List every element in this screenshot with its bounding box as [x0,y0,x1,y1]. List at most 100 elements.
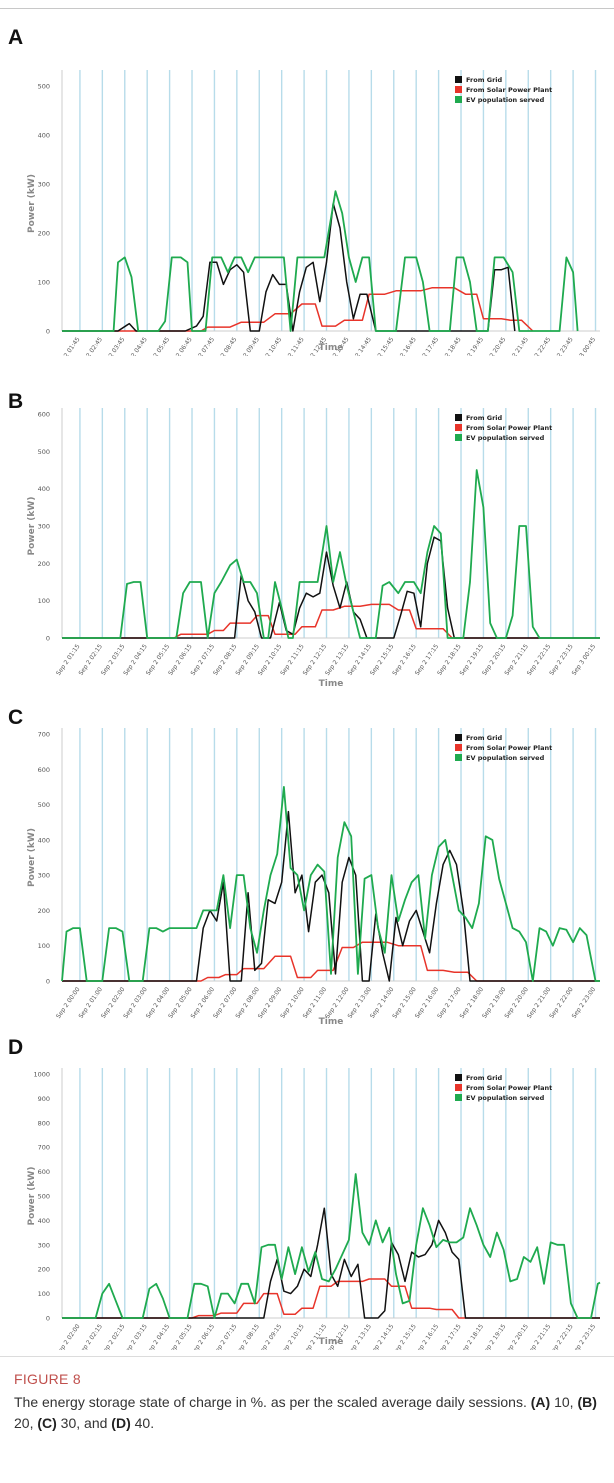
legend-swatch-ev [455,754,462,761]
y-tick-label: 0 [46,1315,50,1323]
y-tick-label: 0 [46,635,50,643]
x-tick-label: Sep 2 10:15 [279,1323,306,1350]
panel-letter: B [8,390,24,413]
caption-tag-a: (A) [530,1394,551,1410]
y-tick-label: 0 [46,328,50,336]
legend-swatch-grid [455,414,462,421]
caption-value-a: 10, [550,1394,578,1410]
series-line-ev [62,190,579,332]
y-tick-label: 200 [38,229,50,237]
chart-panel-a: A Sep 2 01:45 Sep 2 02:45 Sep 2 03:45 Sep 2 … [0,18,614,356]
x-tick-label: Sep 2 07:15 [212,1323,239,1350]
x-tick-label: Sep 2 07:45 [190,336,217,356]
legend-label: From Grid [466,414,503,422]
x-tick-label: Sep 2 21:45 [503,336,530,356]
y-tick-label: 900 [38,1095,50,1103]
legend-label: From Solar Power Plant [466,86,552,94]
x-tick-label: Sep 2 16:45 [391,336,418,356]
x-tick-label: Sep 2 23:45 [548,336,575,356]
legend-swatch-ev [455,1094,462,1101]
legend-label: From Grid [466,734,503,742]
x-tick-label: Sep 2 22:45 [526,336,553,356]
x-tick-label: Sep 2 08:15 [234,1323,261,1350]
x-tick-label: Sep 3 00:15 [571,643,598,677]
x-tick-label: Sep 2 23:00 [571,986,598,1020]
y-tick-label: 400 [38,131,50,139]
y-tick-label: 300 [38,1241,50,1249]
y-tick-label: 800 [38,1119,50,1127]
x-tick-label: Sep 2 14:45 [346,336,373,356]
x-tick-label: Sep 2 04:15 [145,1323,172,1350]
legend-swatch-solar [455,1084,462,1091]
legend-label: From Solar Power Plant [466,424,552,432]
legend-swatch-ev [455,96,462,103]
caption-value-b: 20, [14,1415,38,1431]
x-tick-label: Sep 3 00:45 [571,336,598,356]
series-line-solar [62,603,600,639]
x-tick-label: Sep 2 02:45 [77,336,104,356]
top-border [0,8,614,9]
legend-swatch-solar [455,86,462,93]
legend-label: From Grid [466,1074,503,1082]
caption-tag-d: (D) [111,1415,131,1431]
x-tick-label: Sep 2 08:45 [212,336,239,356]
legend-label: EV population served [466,1094,545,1102]
figure-caption-label: FIGURE 8 [14,1371,81,1387]
x-tick-label: Sep 2 06:45 [167,336,194,356]
y-axis-title: Power (kW) [27,828,37,887]
x-tick-label: Sep 2 15:15 [391,1323,418,1350]
y-tick-label: 300 [38,180,50,188]
y-tick-label: 100 [38,1290,50,1298]
x-tick-label: Sep 2 18:45 [436,336,463,356]
y-tick-label: 100 [38,597,50,605]
series-line-grid [62,810,600,982]
x-tick-label: Sep 2 20:45 [481,336,508,356]
x-axis-title: Time [319,1337,344,1347]
series-line-solar [62,941,600,982]
legend-swatch-solar [455,424,462,431]
y-tick-label: 500 [38,448,50,456]
y-tick-label: 500 [38,82,50,90]
y-tick-label: 200 [38,560,50,568]
y-tick-label: 100 [38,278,50,286]
chart-panel-b: B Sep 2 01:15 Sep 2 02:15 Sep 2 03:15 Sep 2 … [0,382,614,692]
series-line-solar [62,287,534,332]
panel-letter: C [8,706,24,729]
y-tick-label: 500 [38,1193,50,1201]
x-tick-label: Sep 2 16:15 [414,1323,441,1350]
x-tick-label: Sep 2 17:45 [414,336,441,356]
y-tick-label: 400 [38,485,50,493]
x-tick-label: Sep 2 09:15 [257,1323,284,1350]
caption-tag-b: (B) [577,1394,597,1410]
chart-panel-d: D Sep 2 02:00 Sep 2 02:15 Sep 2 02:15 Sep 2 … [0,1028,614,1350]
x-tick-label: Sep 2 02:15 [100,1323,127,1350]
y-tick-label: 600 [38,766,50,774]
y-tick-label: 0 [46,978,50,986]
caption-divider [0,1356,614,1357]
caption-value-d: 40. [130,1415,155,1431]
y-tick-label: 500 [38,801,50,809]
x-tick-label: Sep 2 17:15 [436,1323,463,1350]
y-axis-title: Power (kW) [27,174,37,233]
x-tick-label: Sep 2 21:15 [526,1323,553,1350]
legend-swatch-solar [455,744,462,751]
x-tick-label: Sep 2 03:15 [122,1323,149,1350]
caption-prefix: The energy storage state of charge in %.… [14,1394,531,1410]
x-tick-label: Sep 2 05:15 [167,1323,194,1350]
legend-label: From Solar Power Plant [466,744,552,752]
y-tick-label: 700 [38,1144,50,1152]
x-tick-label: Sep 2 11:45 [279,336,306,356]
series-line-ev [62,1173,601,1319]
y-tick-label: 200 [38,1266,50,1274]
series-line-ev [62,469,600,639]
x-axis-title: Time [319,1017,344,1027]
y-tick-label: 600 [38,1168,50,1176]
y-tick-label: 600 [38,411,50,419]
x-tick-label: Sep 2 19:45 [459,336,486,356]
x-tick-label: Sep 2 02:15 [77,1323,104,1350]
x-tick-label: Sep 2 22:15 [548,1323,575,1350]
y-tick-label: 200 [38,907,50,915]
panel-letter: D [8,1036,24,1059]
y-tick-label: 400 [38,1217,50,1225]
